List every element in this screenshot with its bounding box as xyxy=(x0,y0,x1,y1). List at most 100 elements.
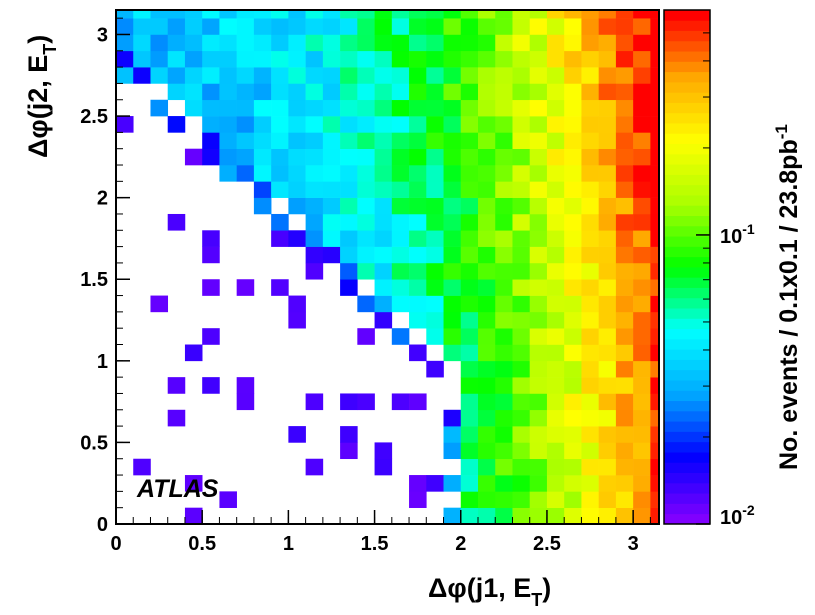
heatmap-cell xyxy=(236,99,255,117)
heatmap-cell xyxy=(512,295,531,313)
colorbar-band xyxy=(664,174,710,186)
heatmap-cell xyxy=(598,491,617,508)
heatmap-cell xyxy=(305,393,324,411)
heatmap-cell xyxy=(598,393,617,411)
heatmap-cell xyxy=(564,442,582,460)
heatmap-cell xyxy=(236,83,255,101)
heatmap-cell xyxy=(460,458,479,476)
heatmap-cell xyxy=(598,132,617,149)
x-tick-label: 2.5 xyxy=(533,533,561,555)
heatmap-cell xyxy=(564,132,582,149)
heatmap-cell xyxy=(167,409,186,427)
heatmap-cell xyxy=(546,148,565,166)
heatmap-cell xyxy=(133,34,151,52)
heatmap-cell xyxy=(598,197,617,215)
heatmap-cell xyxy=(546,295,565,313)
heatmap-cell xyxy=(615,246,634,264)
heatmap-cell xyxy=(340,67,358,84)
heatmap-cell xyxy=(150,67,169,84)
heatmap-cell xyxy=(253,132,272,149)
heatmap-cell xyxy=(426,197,444,215)
heatmap-cell xyxy=(478,311,496,329)
heatmap-cell xyxy=(615,262,634,280)
heatmap-cell xyxy=(512,360,531,378)
heatmap-cell xyxy=(184,67,203,84)
heatmap-cell xyxy=(650,18,660,35)
heatmap-cell xyxy=(478,230,496,247)
heatmap-cell xyxy=(443,328,462,345)
heatmap-cell xyxy=(374,213,393,231)
colorbar-band xyxy=(664,143,710,155)
heatmap-cell xyxy=(340,34,358,52)
heatmap-cell xyxy=(219,132,237,149)
heatmap-cell xyxy=(564,34,582,52)
heatmap-cell xyxy=(271,181,289,198)
heatmap-cell xyxy=(495,67,513,84)
heatmap-cell xyxy=(460,507,479,525)
heatmap-cell xyxy=(598,475,617,492)
heatmap-cell xyxy=(460,50,479,68)
heatmap-cell xyxy=(495,442,513,460)
heatmap-cell xyxy=(184,99,203,117)
heatmap-cell xyxy=(443,10,462,19)
heatmap-cell xyxy=(391,99,410,117)
heatmap-cell xyxy=(512,409,531,427)
heatmap-cell xyxy=(253,10,272,19)
heatmap-cell xyxy=(409,491,427,508)
heatmap-cell xyxy=(305,165,324,182)
heatmap-cell xyxy=(184,344,203,362)
heatmap-cell xyxy=(598,99,617,117)
heatmap-cell xyxy=(633,50,651,68)
heatmap-cell xyxy=(443,213,462,231)
heatmap-cell xyxy=(633,67,651,84)
heatmap-cell xyxy=(598,458,617,476)
heatmap-cell xyxy=(633,148,651,166)
heatmap-cell xyxy=(357,18,375,35)
heatmap-cell xyxy=(495,213,513,231)
heatmap-cell xyxy=(512,132,531,149)
heatmap-cell xyxy=(495,99,513,117)
heatmap-cell xyxy=(271,230,289,247)
heatmap-cell xyxy=(374,246,393,264)
heatmap-cell xyxy=(615,181,634,198)
heatmap-cell xyxy=(357,83,375,101)
heatmap-cell xyxy=(340,246,358,264)
heatmap-cell xyxy=(598,279,617,296)
heatmap-cell xyxy=(391,83,410,101)
heatmap-cell xyxy=(184,83,203,101)
heatmap-cell xyxy=(202,230,220,247)
heatmap-cell xyxy=(426,213,444,231)
heatmap-cell xyxy=(443,246,462,264)
heatmap-cell xyxy=(478,279,496,296)
heatmap-cell xyxy=(478,393,496,411)
colorbar-band xyxy=(664,349,710,360)
heatmap-cell xyxy=(615,426,634,443)
y-axis-title: Δφ(j2, ET) xyxy=(23,35,60,158)
heatmap-cell xyxy=(633,491,651,508)
heatmap-cell xyxy=(633,507,651,525)
heatmap-cell xyxy=(581,148,599,166)
heatmap-cell xyxy=(564,99,582,117)
heatmap-cell xyxy=(546,279,565,296)
heatmap-cell xyxy=(305,230,324,247)
heatmap-cell xyxy=(650,67,660,84)
heatmap-cell xyxy=(357,197,375,215)
heatmap-cell xyxy=(167,116,186,133)
colorbar-band xyxy=(664,123,710,134)
heatmap-cell xyxy=(615,213,634,231)
heatmap-cell xyxy=(305,116,324,133)
heatmap-cell xyxy=(478,295,496,313)
heatmap-cell xyxy=(322,50,341,68)
heatmap-cell xyxy=(409,83,427,101)
y-tick-label: 0 xyxy=(97,514,108,536)
heatmap-cell xyxy=(374,83,393,101)
heatmap-cell xyxy=(133,18,151,35)
heatmap-cell xyxy=(564,262,582,280)
heatmap-cell xyxy=(426,165,444,182)
heatmap-cell xyxy=(650,475,660,492)
heatmap-cell xyxy=(529,426,548,443)
heatmap-cell xyxy=(546,50,565,68)
heatmap-cell xyxy=(374,279,393,296)
heatmap-cell xyxy=(167,83,186,101)
heatmap-cell xyxy=(391,34,410,52)
